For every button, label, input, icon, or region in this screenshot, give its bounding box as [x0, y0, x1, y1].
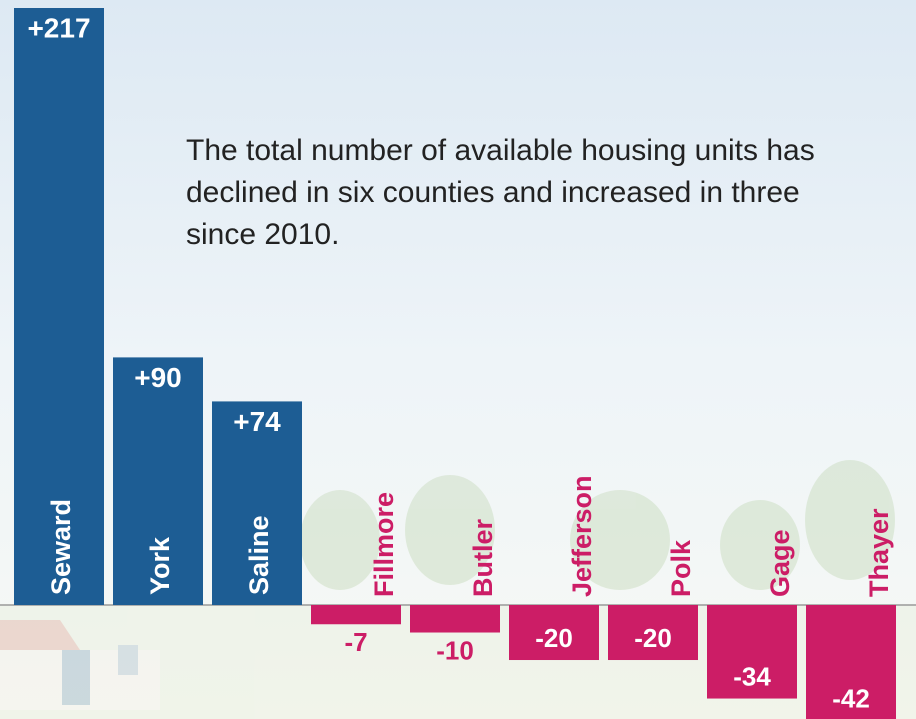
value-label: -20 — [535, 623, 573, 653]
background-scene — [0, 460, 916, 719]
bar — [311, 605, 401, 625]
bar — [113, 357, 203, 605]
value-label: -42 — [832, 683, 870, 713]
bar — [707, 605, 797, 699]
value-label: +90 — [134, 362, 182, 393]
category-label: Butler — [468, 519, 498, 598]
category-label: Gage — [765, 529, 795, 597]
category-label: Jefferson — [567, 475, 597, 597]
bar — [806, 605, 896, 719]
bar — [509, 605, 599, 661]
value-label: +74 — [233, 406, 281, 437]
value-label: -10 — [436, 635, 474, 665]
bar — [212, 401, 302, 605]
bar — [14, 8, 104, 605]
category-label: Fillmore — [369, 492, 399, 597]
category-label: Polk — [666, 539, 696, 597]
category-label: Thayer — [864, 508, 894, 597]
value-label: -7 — [344, 627, 367, 657]
value-label: -20 — [634, 623, 672, 653]
category-label: Seward — [46, 499, 76, 595]
category-label: Saline — [244, 515, 274, 595]
bar — [410, 605, 500, 633]
category-label: York — [145, 536, 175, 595]
bar — [608, 605, 698, 661]
chart-title: The total number of available housing un… — [186, 134, 815, 251]
value-label: +217 — [27, 12, 90, 43]
value-label: -34 — [733, 661, 771, 691]
